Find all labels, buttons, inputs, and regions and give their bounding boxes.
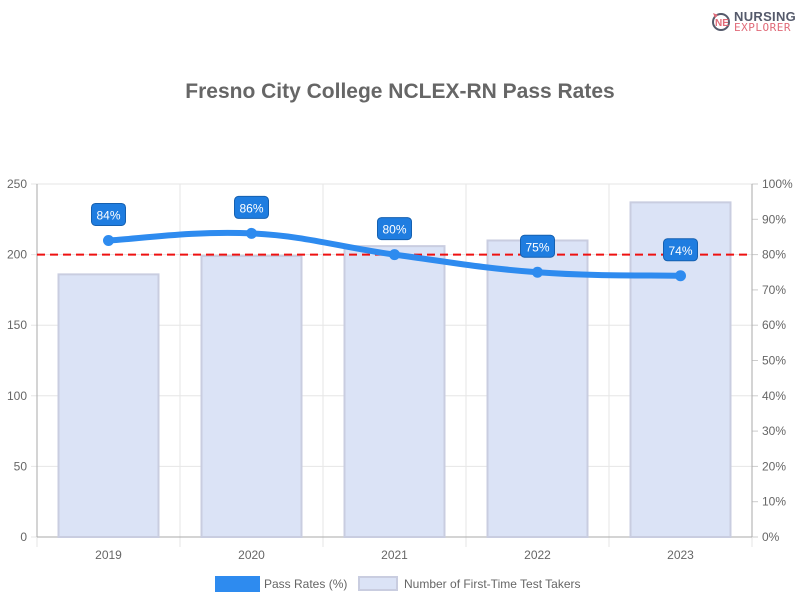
pass-rate-point [389,249,400,261]
right-tick-label: 80% [762,248,786,262]
data-label: 80% [382,223,406,237]
legend-swatch-pass-rates [215,576,260,592]
bar-test-takers [57,273,160,538]
svg-text:NE: NE [715,18,729,29]
logo-icon: NE [712,13,730,31]
x-tick-label: 2022 [524,548,551,562]
left-tick-label: 50 [14,459,28,473]
right-tick-label: 90% [762,212,786,226]
legend-label-test-takers: Number of First-Time Test Takers [404,577,580,591]
left-tick-label: 100 [7,389,27,403]
chart-title: Fresno City College NCLEX-RN Pass Rates [185,80,615,103]
left-tick-label: 0 [20,530,27,544]
pass-rate-point [103,234,114,246]
bar-test-takers [486,239,589,538]
data-label: 86% [239,201,263,215]
bar-test-takers [343,245,446,539]
right-tick-label: 70% [762,283,786,297]
x-tick-label: 2020 [238,548,265,562]
data-label-box [91,202,126,226]
right-tick-label: 40% [762,389,786,403]
data-label: 74% [668,244,692,258]
data-label-box [520,234,555,258]
data-label-box [663,238,698,262]
bar-test-takers [200,255,303,538]
logo-line1: NURSING [734,9,797,24]
right-tick-label: 50% [762,354,786,368]
x-tick-label: 2021 [381,548,408,562]
right-tick-label: 30% [762,424,786,438]
data-label: 84% [96,208,120,222]
left-tick-label: 250 [7,177,27,191]
pass-rate-point [675,270,686,282]
left-tick-label: 200 [7,248,27,262]
nursing-explorer-logo: NE NURSING EXPLORER [710,8,800,34]
x-tick-label: 2023 [667,548,694,562]
right-tick-label: 0% [762,530,780,544]
legend-swatch-test-takers [358,576,398,591]
pass-rate-point [532,266,543,278]
right-tick-label: 10% [762,495,786,509]
legend-label-pass-rates: Pass Rates (%) [264,577,347,591]
x-tick-label: 2019 [95,548,122,562]
data-label: 75% [525,240,549,254]
data-label-box [234,195,269,219]
logo-line2: EXPLORER [734,21,791,34]
pass-rate-point [246,227,257,239]
data-label-box [377,217,412,241]
right-tick-label: 100% [762,177,793,191]
right-tick-label: 60% [762,318,786,332]
right-tick-label: 20% [762,459,786,473]
left-tick-label: 150 [7,318,27,332]
